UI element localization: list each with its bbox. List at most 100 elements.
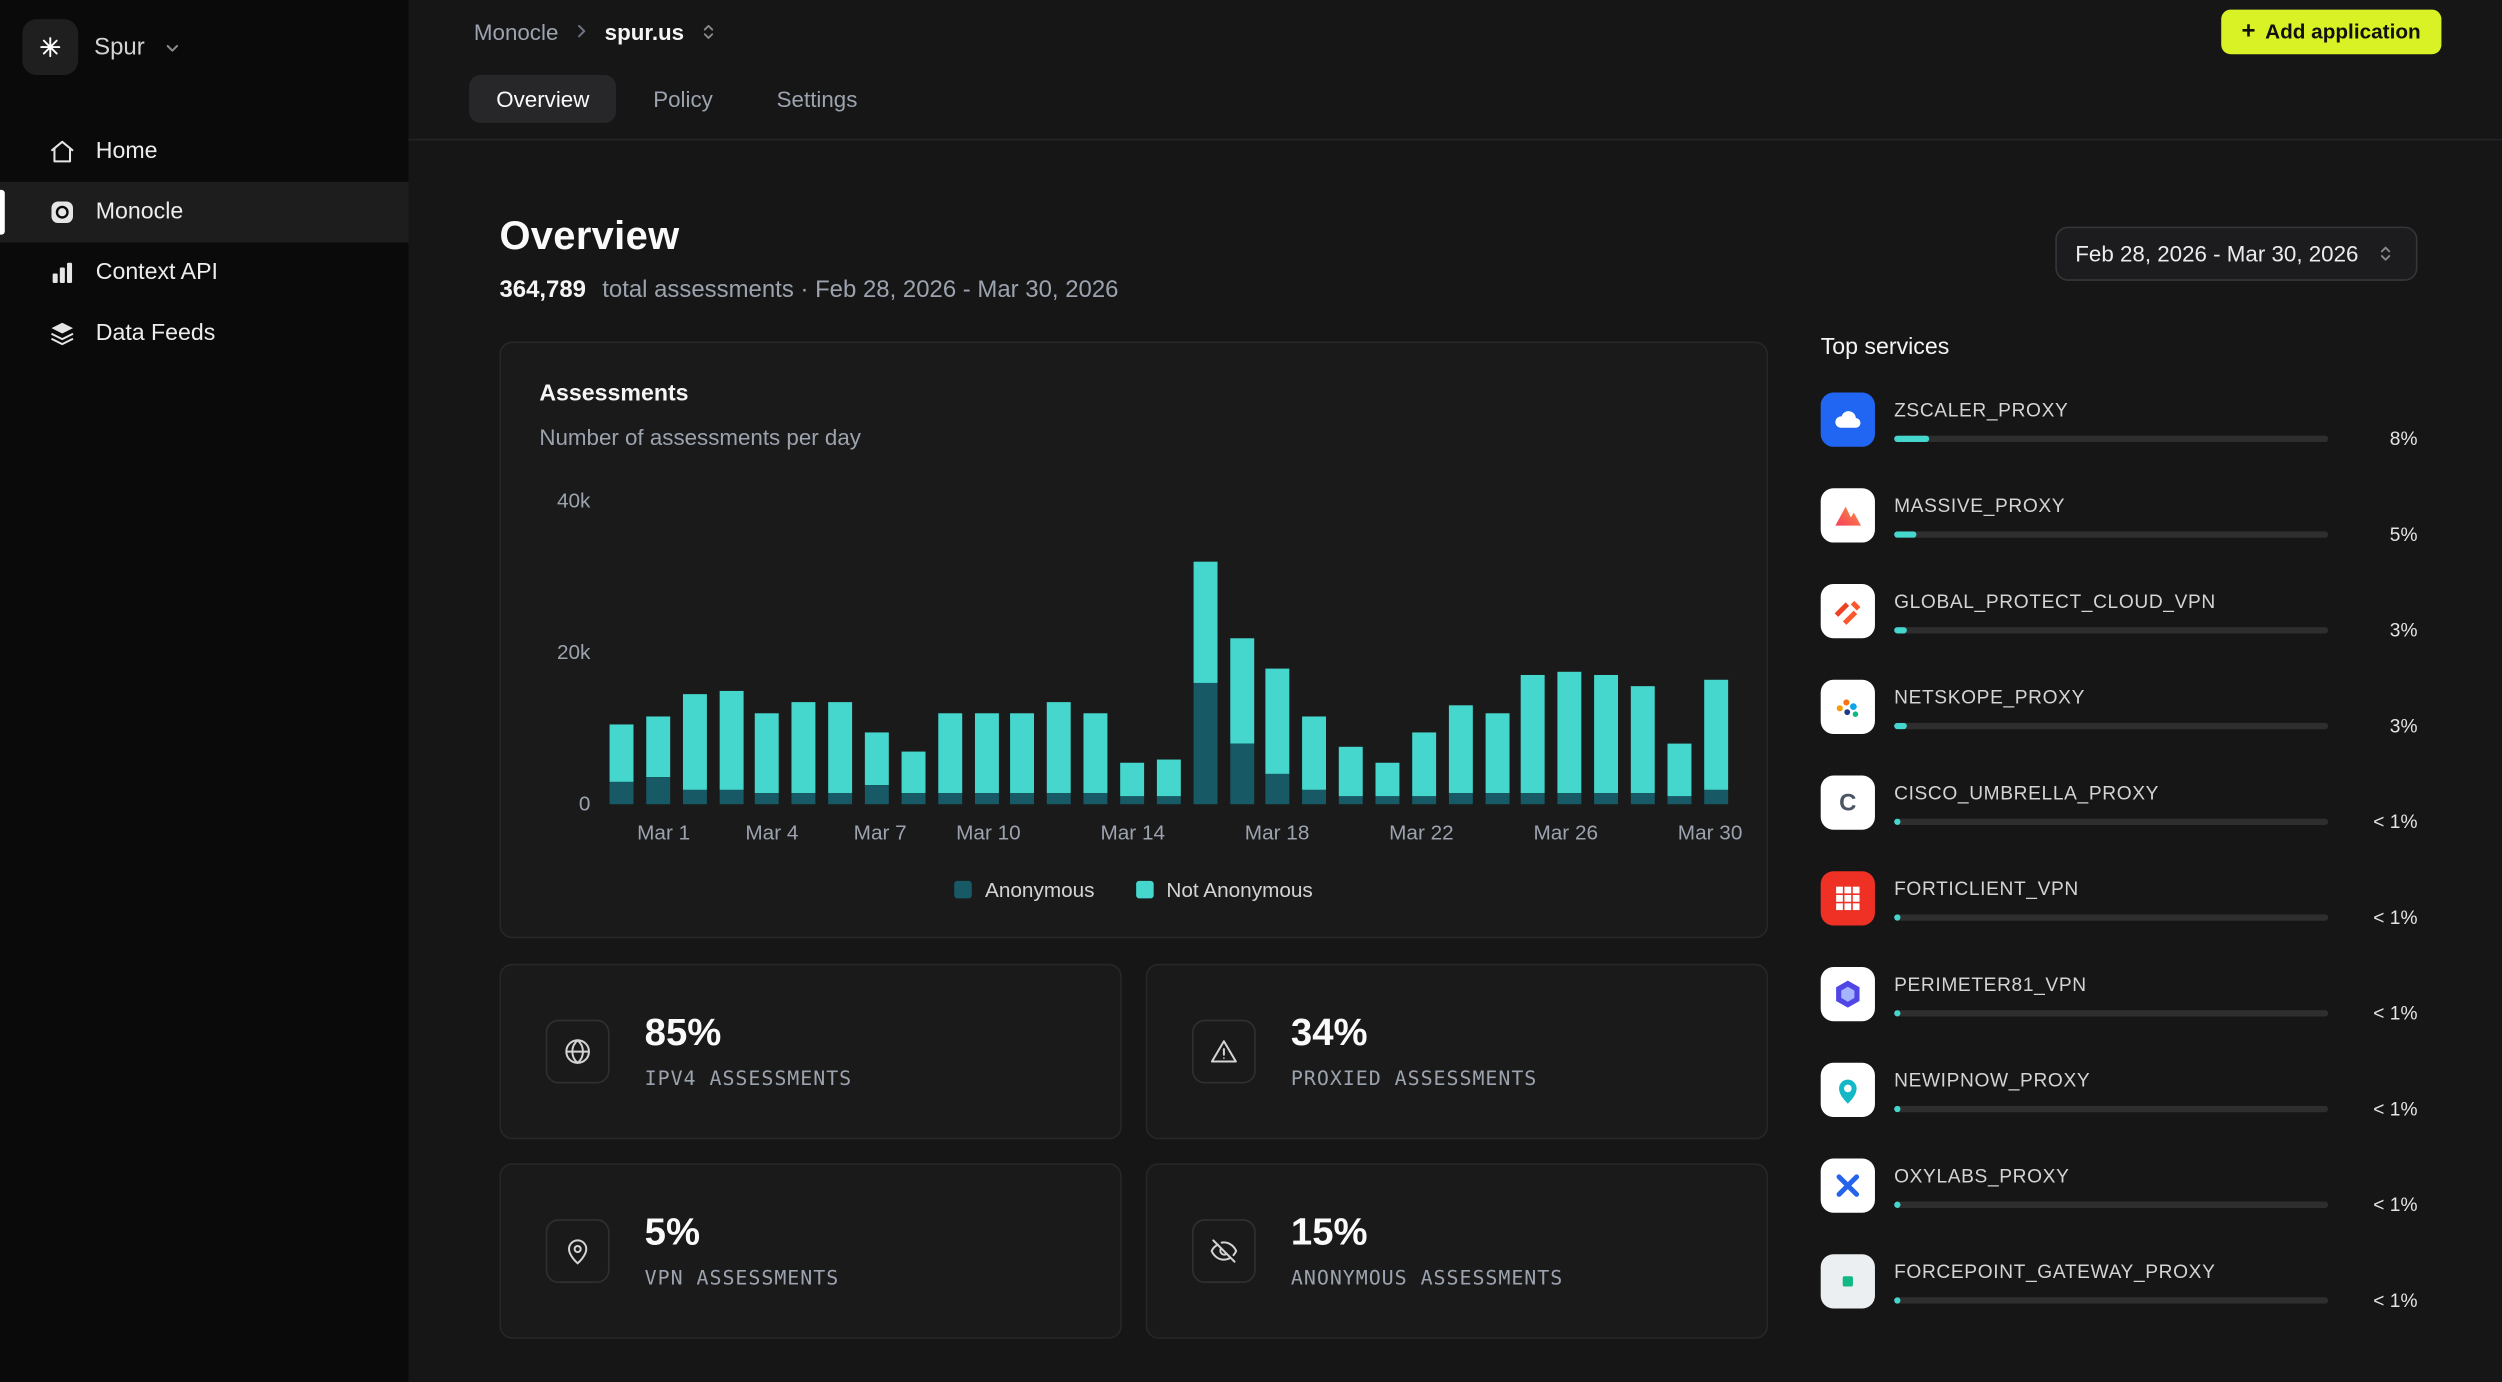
segment-not-anonymous bbox=[1010, 713, 1035, 793]
bar-mar-26[interactable] bbox=[1557, 671, 1582, 805]
service-name: GLOBAL_PROTECT_CLOUD_VPN bbox=[1894, 589, 2216, 612]
bar-mar-24[interactable] bbox=[1484, 713, 1509, 805]
add-application-button[interactable]: + Add application bbox=[2220, 8, 2442, 54]
segment-not-anonymous bbox=[755, 713, 780, 793]
assessments-chart-card: Assessments Number of assessments per da… bbox=[499, 341, 1769, 939]
oxylabs-logo-icon bbox=[1820, 1158, 1875, 1213]
bar-mar-2[interactable] bbox=[682, 694, 707, 805]
service-row-global-protect-cloud-vpn[interactable]: GLOBAL_PROTECT_CLOUD_VPN 3% bbox=[1820, 584, 2417, 641]
service-usage-fill bbox=[1894, 626, 1908, 633]
bar-mar-5[interactable] bbox=[791, 701, 816, 805]
bar-mar-22[interactable] bbox=[1412, 732, 1436, 805]
massive-logo-icon bbox=[1820, 488, 1875, 543]
legend-label: Not Anonymous bbox=[1166, 877, 1313, 902]
service-row-newipnow-proxy[interactable]: NEWIPNOW_PROXY < 1% bbox=[1820, 1062, 2417, 1120]
eye-off-icon bbox=[1191, 1219, 1256, 1283]
bar-mar-10[interactable] bbox=[974, 713, 999, 805]
service-usage-bar bbox=[1894, 722, 2329, 729]
segment-anonymous bbox=[646, 777, 670, 805]
service-row-perimeter81-vpn[interactable]: PERIMETER81_VPN < 1% bbox=[1820, 966, 2417, 1024]
bar-mar-27[interactable] bbox=[1594, 675, 1619, 805]
sidebar-item-monocle[interactable]: Monocle bbox=[0, 181, 409, 243]
segment-anonymous bbox=[974, 792, 999, 805]
tab-policy[interactable]: Policy bbox=[653, 86, 713, 112]
service-row-cisco-umbrella-proxy[interactable]: C CISCO_UMBRELLA_PROXY < 1% bbox=[1820, 775, 2418, 833]
service-row-forticlient-vpn[interactable]: FORTICLIENT_VPN < 1% bbox=[1820, 871, 2417, 929]
service-name: CISCO_UMBRELLA_PROXY bbox=[1894, 781, 2160, 804]
segment-anonymous bbox=[1703, 789, 1728, 805]
sidebar-item-home[interactable]: Home bbox=[0, 121, 408, 182]
bar-mar-23[interactable] bbox=[1448, 705, 1473, 805]
tab-overview[interactable]: Overview bbox=[469, 74, 617, 123]
page-header: Overview 364,789 total assessments · Feb… bbox=[499, 214, 1768, 303]
bar-mar-9[interactable] bbox=[937, 713, 962, 805]
total-assessments-value: 364,789 bbox=[499, 276, 586, 304]
tab-settings[interactable]: Settings bbox=[776, 86, 858, 112]
bar-mar-28[interactable] bbox=[1630, 686, 1655, 805]
service-percentage: 3% bbox=[2389, 714, 2418, 738]
segment-not-anonymous bbox=[718, 690, 743, 790]
bar-mar-12[interactable] bbox=[1047, 701, 1072, 805]
home-icon bbox=[48, 137, 77, 166]
topbar: Monocle spur.us + Add application bbox=[408, 0, 2502, 62]
legend-swatch bbox=[954, 880, 973, 899]
service-usage-fill bbox=[1894, 722, 1908, 729]
stat-card-ipv4-assessments: 85% IPV4 ASSESSMENTS bbox=[499, 963, 1122, 1140]
bar-mar-16[interactable] bbox=[1193, 561, 1218, 805]
service-usage-bar bbox=[1894, 1200, 2329, 1208]
bar-mar-8[interactable] bbox=[901, 751, 926, 805]
newipnow-logo-icon bbox=[1820, 1062, 1875, 1117]
bar-mar-21[interactable] bbox=[1375, 762, 1400, 805]
x-tick-label: Mar 7 bbox=[853, 820, 907, 845]
date-range-picker[interactable]: Feb 28, 2026 - Mar 30, 2026 bbox=[2054, 226, 2418, 281]
bar-mar-11[interactable] bbox=[1010, 713, 1035, 805]
main-area: Monocle spur.us + Add application Overvi… bbox=[408, 0, 2502, 1382]
segment-not-anonymous bbox=[1120, 762, 1145, 797]
bar-mar-6[interactable] bbox=[828, 701, 853, 805]
breadcrumb: Monocle spur.us bbox=[474, 18, 719, 44]
service-usage-fill bbox=[1894, 913, 1901, 920]
bar-mar-14[interactable] bbox=[1120, 762, 1145, 805]
bar-mar-1[interactable] bbox=[646, 717, 670, 805]
workspace-switcher[interactable]: Spur bbox=[0, 14, 408, 79]
bar-mar-7[interactable] bbox=[864, 732, 889, 805]
sidebar-item-data-feeds[interactable]: Data Feeds bbox=[0, 303, 408, 364]
sidebar-item-context-api[interactable]: Context API bbox=[0, 243, 408, 304]
breadcrumb-parent[interactable]: Monocle bbox=[473, 18, 559, 44]
service-usage-fill bbox=[1894, 434, 1929, 442]
bar-mar-18[interactable] bbox=[1266, 667, 1291, 805]
segment-anonymous bbox=[1229, 743, 1254, 805]
bar-mar-17[interactable] bbox=[1229, 637, 1254, 805]
service-row-netskope-proxy[interactable]: NETSKOPE_PROXY 3% bbox=[1820, 679, 2418, 738]
segment-not-anonymous bbox=[1339, 747, 1364, 797]
bar-feb-28[interactable] bbox=[609, 724, 634, 805]
service-percentage: < 1% bbox=[2373, 810, 2418, 833]
service-row-forcepoint-gateway-proxy[interactable]: FORCEPOINT_GATEWAY_PROXY < 1% bbox=[1820, 1254, 2417, 1312]
bar-mar-3[interactable] bbox=[718, 690, 743, 805]
service-name: NEWIPNOW_PROXY bbox=[1894, 1068, 2091, 1091]
service-row-massive-proxy[interactable]: MASSIVE_PROXY 5% bbox=[1820, 488, 2418, 546]
bar-mar-4[interactable] bbox=[755, 713, 780, 805]
subtitle-date-range: total assessments · Feb 28, 2026 - Mar 3… bbox=[602, 276, 1119, 304]
segment-not-anonymous bbox=[1193, 561, 1218, 683]
bar-mar-25[interactable] bbox=[1521, 675, 1546, 805]
segment-anonymous bbox=[937, 792, 962, 805]
bar-mar-20[interactable] bbox=[1339, 747, 1364, 805]
bar-mar-30[interactable] bbox=[1703, 679, 1728, 805]
service-name: NETSKOPE_PROXY bbox=[1894, 685, 2086, 708]
zscaler-logo-icon bbox=[1820, 392, 1875, 447]
application-switcher-icon[interactable] bbox=[697, 20, 719, 42]
service-row-oxylabs-proxy[interactable]: OXYLABS_PROXY < 1% bbox=[1820, 1158, 2417, 1216]
bar-mar-13[interactable] bbox=[1083, 713, 1108, 805]
segment-anonymous bbox=[1047, 792, 1072, 805]
bar-mar-15[interactable] bbox=[1156, 758, 1181, 805]
bar-mar-19[interactable] bbox=[1302, 717, 1327, 805]
service-usage-bar bbox=[1894, 817, 2329, 825]
segment-not-anonymous bbox=[1557, 671, 1582, 793]
bars bbox=[609, 501, 1729, 805]
bar-mar-29[interactable] bbox=[1667, 743, 1692, 805]
service-row-zscaler-proxy[interactable]: ZSCALER_PROXY 8% bbox=[1820, 392, 2417, 450]
service-percentage: 5% bbox=[2389, 523, 2418, 546]
top-services-list: ZSCALER_PROXY 8% MASSIVE_PROXY 5% GLOBAL_PRO… bbox=[1820, 392, 2418, 1350]
service-usage-bar bbox=[1894, 626, 2329, 633]
